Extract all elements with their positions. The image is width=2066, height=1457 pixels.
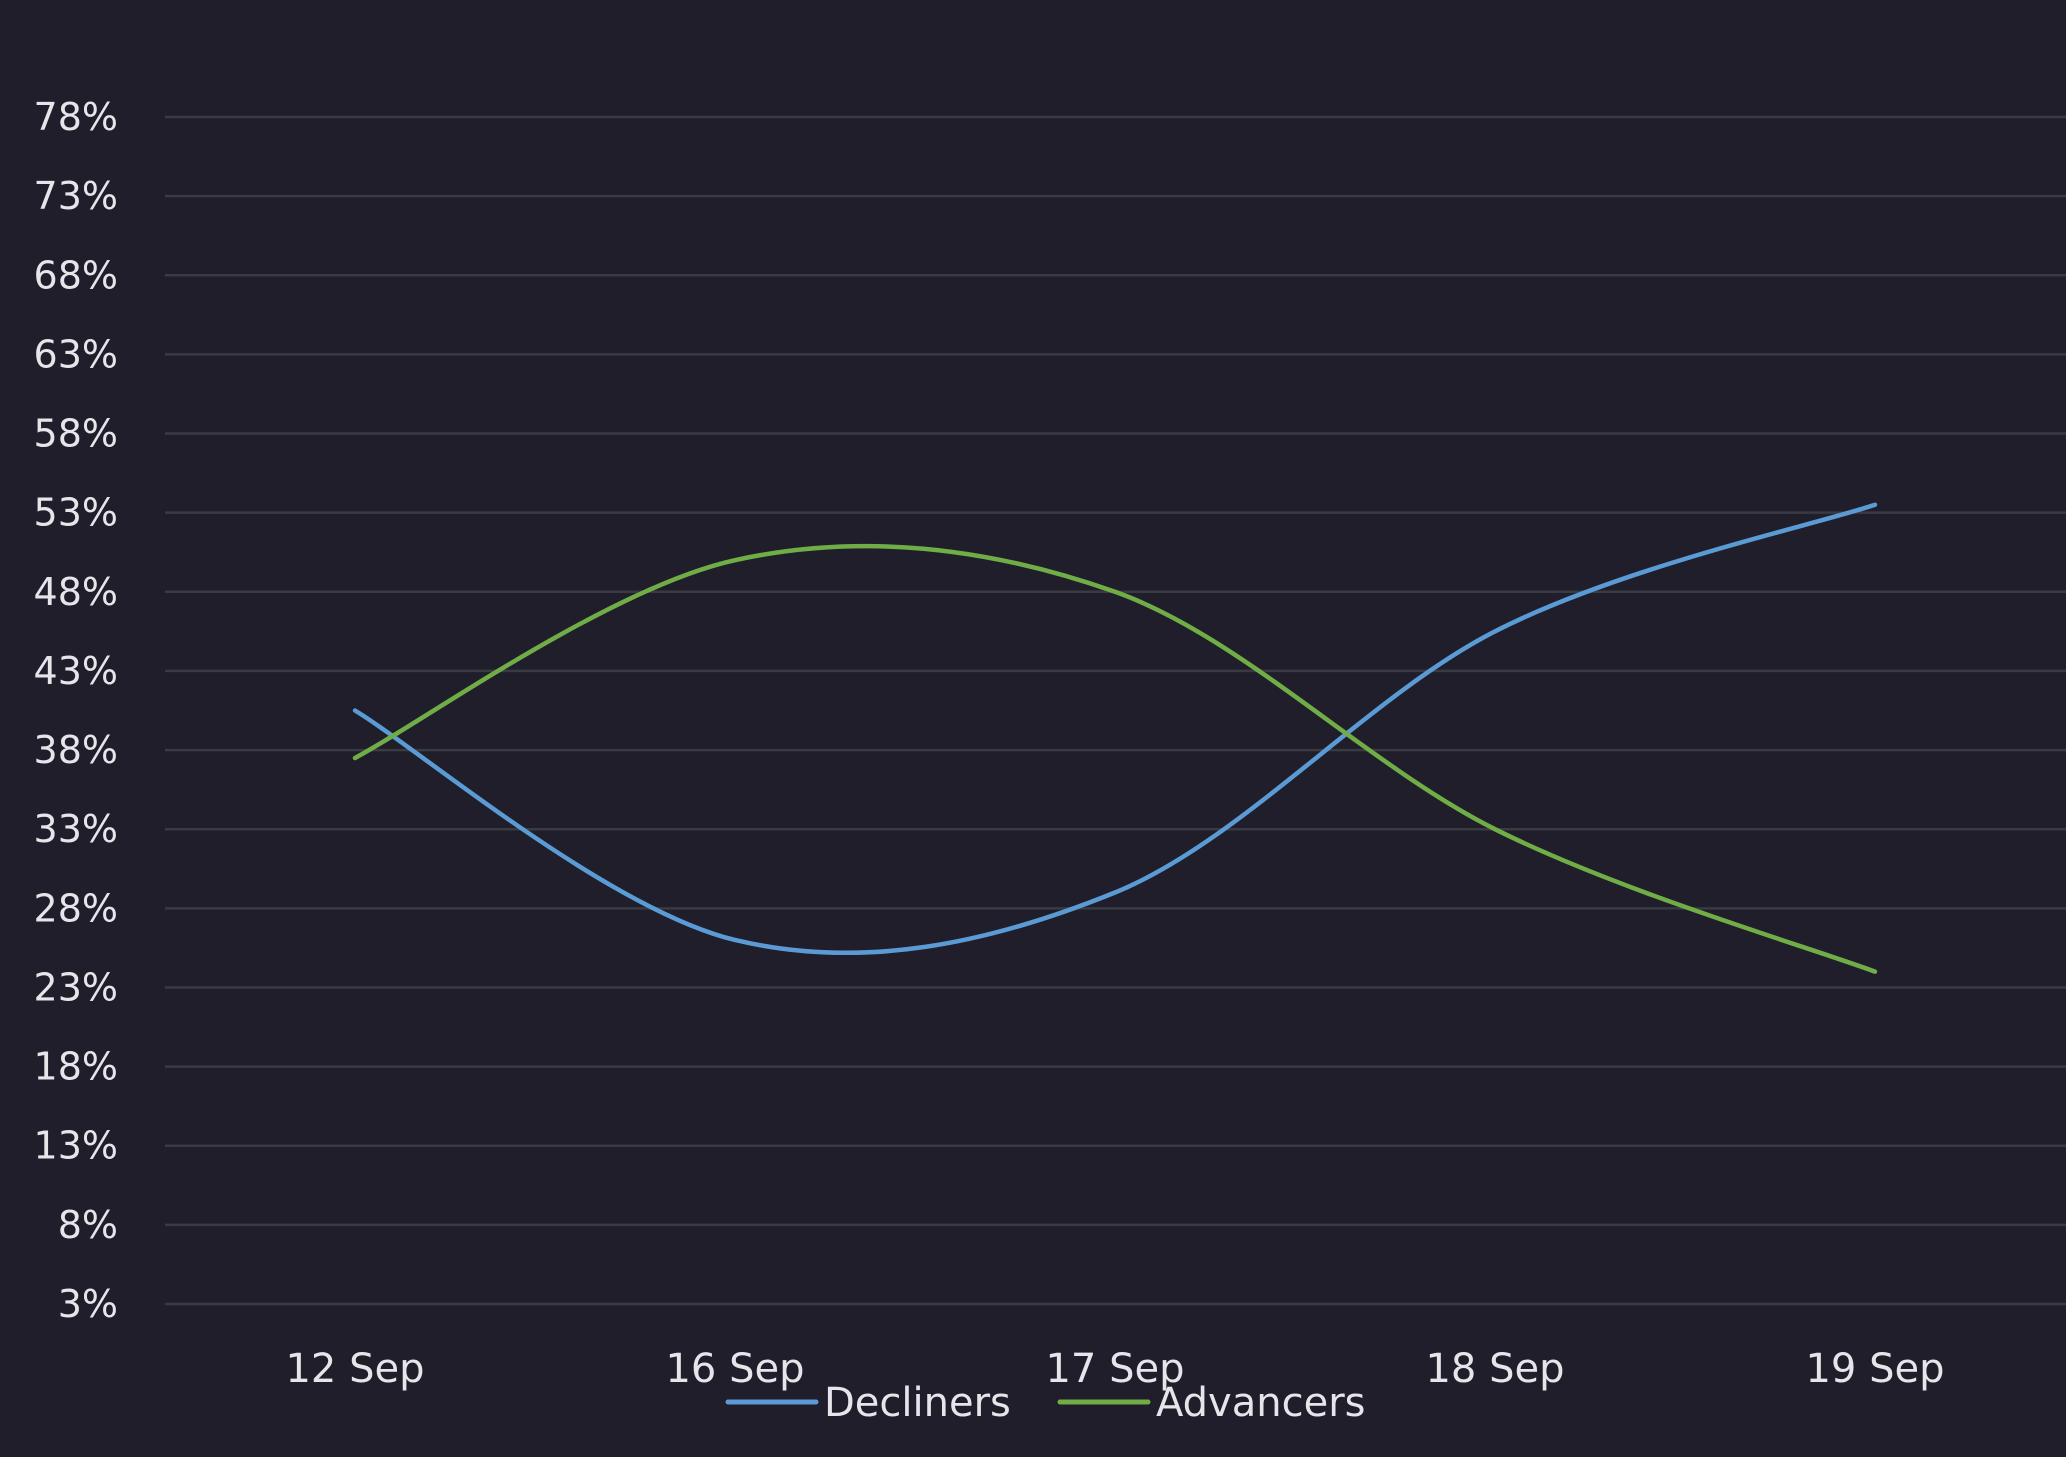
y-tick-label: 33%: [34, 807, 118, 851]
series-line-advancers: [352, 543, 1878, 974]
series-lines: [352, 502, 1878, 974]
x-tick-label: 12 Sep: [285, 1346, 424, 1392]
y-tick-label: 43%: [34, 649, 118, 693]
y-axis-tick-labels: 78% 73% 68% 63% 58% 53% 48% 43% 38% 33% 28% 23% 18% 1…: [34, 95, 118, 1326]
y-tick-label: 38%: [34, 728, 118, 772]
y-tick-label: 3%: [58, 1282, 118, 1326]
y-tick-label: 28%: [34, 886, 118, 930]
y-tick-label: 68%: [34, 253, 118, 297]
x-tick-label: 16 Sep: [665, 1346, 804, 1392]
x-tick-label: 17 Sep: [1045, 1346, 1184, 1392]
y-tick-label: 78%: [34, 95, 118, 139]
legend: Decliners Advancers: [725, 1380, 1365, 1426]
y-tick-label: 23%: [34, 965, 118, 1009]
x-tick-label: 19 Sep: [1805, 1346, 1944, 1392]
y-tick-label: 18%: [34, 1045, 118, 1089]
y-tick-label: 58%: [34, 412, 118, 456]
y-tick-label: 73%: [34, 174, 118, 218]
x-axis-tick-labels: 12 Sep 16 Sep 17 Sep 18 Sep 19 Sep: [285, 1346, 1944, 1392]
x-tick-label: 18 Sep: [1425, 1346, 1564, 1392]
y-tick-label: 13%: [34, 1124, 118, 1168]
y-tick-label: 48%: [34, 570, 118, 614]
series-line-decliners: [352, 502, 1878, 956]
legend-label-advancers: Advancers: [1156, 1380, 1365, 1426]
gridlines: [165, 115, 2066, 1306]
y-tick-label: 8%: [58, 1203, 118, 1247]
legend-label-decliners: Decliners: [824, 1380, 1011, 1426]
y-tick-label: 63%: [34, 332, 118, 376]
y-tick-label: 53%: [34, 491, 118, 535]
